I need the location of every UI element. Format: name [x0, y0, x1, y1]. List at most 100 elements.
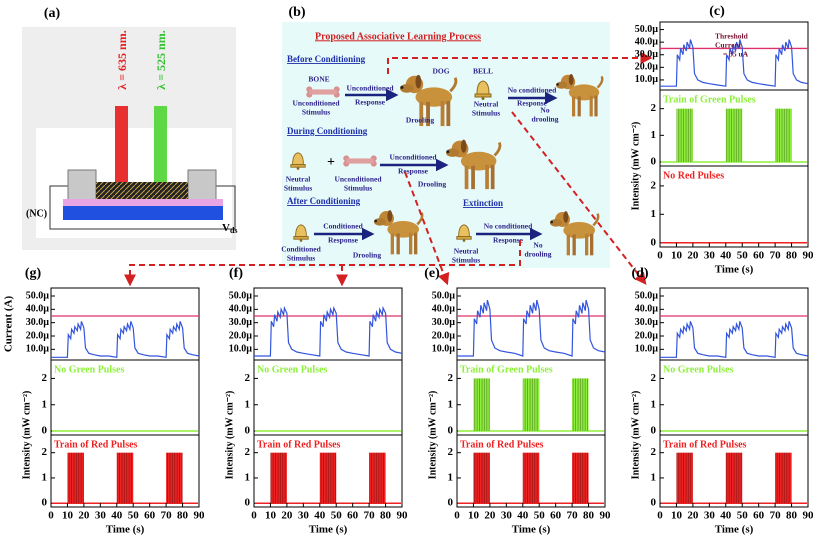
x-tick-label: 20 — [281, 510, 293, 522]
y-tick-label: 20.0µ — [635, 330, 659, 341]
diagram: (b) Proposed Associative Learning Proces… — [281, 5, 610, 268]
pulse-stripes — [473, 378, 490, 432]
row-label: Train of Green Pulses — [460, 364, 553, 375]
x-tick-label: 0 — [454, 510, 460, 522]
y-axis-title: Intensity (mW cm⁻²) — [630, 122, 641, 211]
diagram-text: Unconditioned — [334, 175, 382, 184]
pulse-stripes — [676, 108, 693, 162]
diagram-text: Stimulus — [284, 184, 312, 193]
current-line — [254, 305, 403, 357]
y-tick-label: 0 — [651, 156, 657, 168]
x-tick-label: 10 — [468, 510, 480, 522]
y-tick-label: 2 — [245, 372, 251, 384]
x-tick-label: 90 — [600, 510, 612, 522]
electrode — [187, 169, 217, 201]
diagram-text: Drooling — [418, 180, 446, 189]
diagram-text: Response — [355, 98, 386, 107]
red-wavelength: λ = 635 nm. — [115, 30, 129, 89]
y-tick-label: 0 — [651, 425, 657, 437]
plus-sign: + — [327, 155, 335, 170]
x-tick-label: 10 — [671, 250, 683, 262]
plot-frame — [456, 287, 606, 361]
pulse-stripes — [725, 108, 743, 162]
x-tick-label: 90 — [397, 510, 409, 522]
x-tick-label: 20 — [484, 510, 496, 522]
x-tick-label: 0 — [657, 250, 663, 262]
y-tick-label: 1 — [42, 398, 48, 410]
x-tick-label: 80 — [786, 250, 798, 262]
diagram-bg — [282, 22, 610, 268]
connector — [511, 111, 647, 285]
diagram-text: BONE — [308, 75, 329, 84]
nc-label: (NC) — [26, 208, 47, 219]
y-tick-label: 20.0µ — [26, 330, 50, 341]
diagram-text: No conditioned — [484, 222, 533, 231]
x-tick-label: 90 — [803, 510, 813, 522]
x-tick-label: 20 — [687, 250, 699, 262]
x-tick-label: 60 — [753, 250, 765, 262]
y-tick-label: 30.0µ — [229, 317, 253, 328]
x-tick-label: 80 — [583, 510, 595, 522]
x-tick-label: 0 — [48, 510, 54, 522]
y-tick-label: 1 — [651, 208, 657, 220]
y-tick-label: 2 — [42, 372, 48, 384]
panel-label: (b) — [288, 5, 305, 20]
x-tick-label: 30 — [704, 510, 716, 522]
schematic: (a) λ = 635 nm. λ = 525 nm. (NC) Vds — [22, 6, 238, 250]
annotation: Threshold — [715, 32, 749, 41]
green-wavelength: λ = 525 nm. — [154, 30, 168, 89]
plot-frame — [253, 359, 403, 436]
vds-label: Vds — [222, 222, 238, 235]
row-label: Train of Red Pulses — [663, 439, 747, 450]
pulse-stripes — [270, 452, 287, 504]
x-tick-label: 80 — [177, 510, 189, 522]
current-line — [51, 321, 200, 358]
section-heading: Before Conditioning — [287, 54, 366, 64]
diagram-text: Neutral — [474, 100, 499, 109]
x-tick-label: 80 — [786, 510, 798, 522]
plot-frame — [659, 165, 809, 248]
pulse-stripes — [775, 108, 792, 162]
x-tick-label: 0 — [657, 510, 663, 522]
y-tick-label: 2 — [651, 372, 657, 384]
y-tick-label: 2 — [245, 446, 251, 458]
diagram-text: Conditioned — [323, 222, 363, 231]
pulse-stripes — [166, 452, 183, 504]
connectors — [124, 52, 653, 287]
x-tick-label: 40 — [314, 510, 326, 522]
y-tick-label: 50.0µ — [635, 24, 659, 35]
y-tick-label: 0 — [245, 425, 251, 437]
y-tick-label: 2 — [448, 372, 454, 384]
pulse-stripes — [522, 452, 540, 504]
x-tick-label: 50 — [737, 510, 749, 522]
plot-frame — [253, 287, 403, 361]
pulse-stripes — [676, 452, 693, 504]
y-tick-label: 10.0µ — [229, 344, 253, 355]
x-tick-label: 30 — [501, 510, 513, 522]
row-label: No Green Pulses — [663, 364, 733, 375]
section-heading: During Conditioning — [287, 126, 368, 136]
x-axis-title: Time (s) — [106, 524, 145, 536]
annotation: = 35 uA — [723, 50, 749, 59]
diagram-text: Unconditioned — [346, 84, 394, 93]
diagram-text: Stimulus — [287, 254, 315, 263]
y-tick-label: 1 — [448, 471, 454, 483]
y-tick-label: 2 — [448, 446, 454, 458]
y-tick-label: 20.0µ — [635, 62, 659, 73]
diagram-text: BELL — [473, 67, 493, 76]
pulse-stripes — [775, 452, 792, 504]
diagram-text: Response — [517, 99, 548, 108]
row-label: No Green Pulses — [54, 364, 124, 375]
row-label: No Red Pulses — [663, 170, 724, 181]
x-tick-label: 60 — [753, 510, 765, 522]
y-axis-title: Intensity (mW cm⁻²) — [224, 391, 235, 480]
y-tick-label: 40.0µ — [635, 36, 659, 47]
plot-frame — [659, 21, 809, 91]
diagram-text: Stimulus — [472, 109, 500, 118]
section-heading: Extinction — [463, 198, 503, 208]
x-axis-title: Time (s) — [715, 264, 754, 276]
row-label: No Green Pulses — [257, 364, 327, 375]
x-tick-label: 50 — [128, 510, 140, 522]
x-tick-label: 40 — [720, 250, 732, 262]
